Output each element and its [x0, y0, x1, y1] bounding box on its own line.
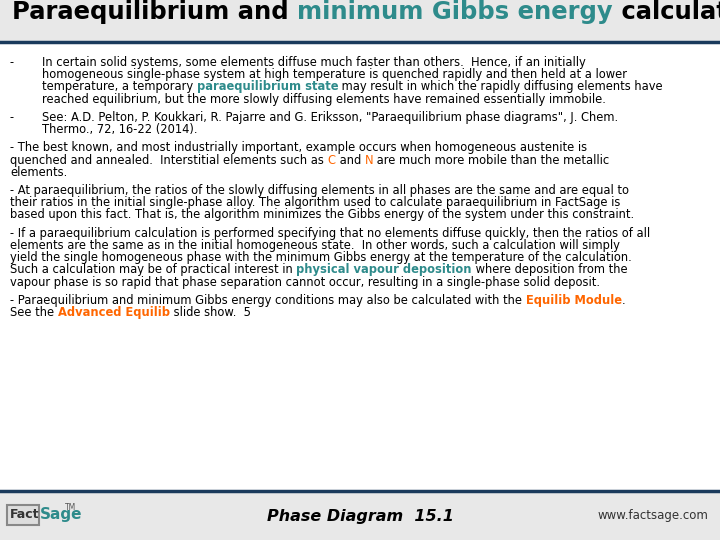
Text: and: and [336, 153, 364, 167]
Text: Thermo., 72, 16-22 (2014).: Thermo., 72, 16-22 (2014). [42, 123, 197, 136]
Text: See: A.D. Pelton, P. Koukkari, R. Pajarre and G. Eriksson, "Paraequilibrium phas: See: A.D. Pelton, P. Koukkari, R. Pajarr… [42, 111, 618, 124]
Text: C: C [328, 153, 336, 167]
Text: their ratios in the initial single-phase alloy. The algorithm used to calculate : their ratios in the initial single-phase… [10, 197, 621, 210]
Text: See the: See the [10, 306, 58, 319]
Text: minimum Gibbs energy: minimum Gibbs energy [297, 0, 613, 24]
Text: Sage: Sage [40, 507, 83, 522]
Text: slide show.  5: slide show. 5 [170, 306, 251, 319]
Text: - Paraequilibrium and minimum Gibbs energy conditions may also be calculated wit: - Paraequilibrium and minimum Gibbs ener… [10, 294, 526, 307]
Text: physical vapour deposition: physical vapour deposition [297, 264, 472, 276]
Text: Phase Diagram  15.1: Phase Diagram 15.1 [266, 509, 454, 523]
Text: paraequilibrium state: paraequilibrium state [197, 80, 338, 93]
Text: Equilib Module: Equilib Module [526, 294, 621, 307]
Text: -: - [10, 56, 14, 69]
Text: yield the single homogeneous phase with the minimum Gibbs energy at the temperat: yield the single homogeneous phase with … [10, 251, 631, 264]
Text: quenched and annealed.  Interstitial elements such as: quenched and annealed. Interstitial elem… [10, 153, 328, 167]
FancyBboxPatch shape [0, 0, 720, 42]
Text: Fact: Fact [10, 508, 40, 521]
Text: - At paraequilibrium, the ratios of the slowly diffusing elements in all phases : - At paraequilibrium, the ratios of the … [10, 184, 629, 197]
Text: are much more mobile than the metallic: are much more mobile than the metallic [373, 153, 609, 167]
Text: - If a paraequilibrium calculation is performed specifying that no elements diff: - If a paraequilibrium calculation is pe… [10, 227, 650, 240]
Text: based upon this fact. That is, the algorithm minimizes the Gibbs energy of the s: based upon this fact. That is, the algor… [10, 208, 634, 221]
FancyBboxPatch shape [0, 492, 720, 540]
FancyBboxPatch shape [7, 505, 39, 525]
Text: elements are the same as in the initial homogeneous state.  In other words, such: elements are the same as in the initial … [10, 239, 620, 252]
Text: may result in which the rapidly diffusing elements have: may result in which the rapidly diffusin… [338, 80, 663, 93]
Text: N: N [364, 153, 373, 167]
Text: In certain solid systems, some elements diffuse much faster than others.  Hence,: In certain solid systems, some elements … [42, 56, 586, 69]
Text: homogeneous single-phase system at high temperature is quenched rapidly and then: homogeneous single-phase system at high … [42, 68, 627, 81]
Text: www.factsage.com: www.factsage.com [597, 510, 708, 523]
Text: temperature, a temporary: temperature, a temporary [42, 80, 197, 93]
Text: Such a calculation may be of practical interest in: Such a calculation may be of practical i… [10, 264, 297, 276]
Text: reached equilibrium, but the more slowly diffusing elements have remained essent: reached equilibrium, but the more slowly… [42, 92, 606, 106]
Text: Advanced Equilib: Advanced Equilib [58, 306, 170, 319]
Text: Paraequilibrium and: Paraequilibrium and [12, 0, 297, 24]
Text: .: . [621, 294, 625, 307]
Text: vapour phase is so rapid that phase separation cannot occur, resulting in a sing: vapour phase is so rapid that phase sepa… [10, 275, 600, 288]
Text: - The best known, and most industrially important, example occurs when homogeneo: - The best known, and most industrially … [10, 141, 587, 154]
Text: TM: TM [65, 503, 76, 511]
Text: -: - [10, 111, 14, 124]
Text: elements.: elements. [10, 166, 67, 179]
Text: where deposition from the: where deposition from the [472, 264, 628, 276]
Text: calculations: calculations [613, 0, 720, 24]
